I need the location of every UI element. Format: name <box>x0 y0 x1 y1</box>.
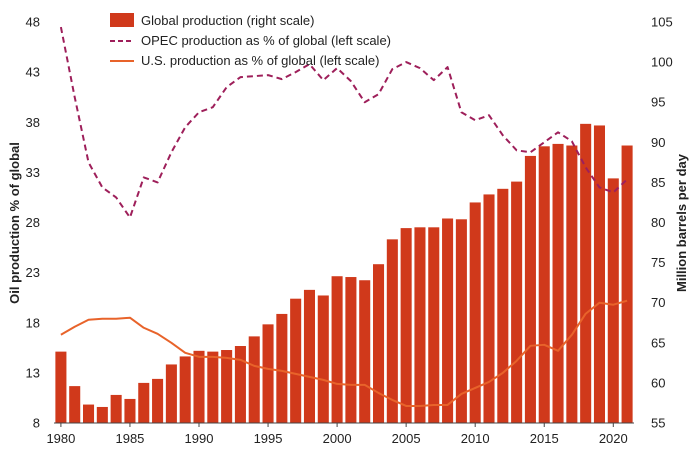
bar-1980 <box>55 351 67 423</box>
bar-2015 <box>538 146 550 423</box>
bar-2014 <box>524 155 536 423</box>
bar-1989 <box>179 356 191 423</box>
bar-2004 <box>386 239 398 423</box>
x-tick-label: 2020 <box>599 431 628 446</box>
bar-1992 <box>221 350 233 423</box>
bar-2000 <box>331 276 343 423</box>
right-tick-label: 75 <box>651 255 665 270</box>
left-axis-title: Oil production % of global <box>7 142 22 304</box>
legend: Global production (right scale) OPEC pro… <box>110 13 391 68</box>
bars-layer <box>55 123 633 424</box>
bar-1996 <box>276 313 288 423</box>
bar-2001 <box>345 277 357 423</box>
bar-2020 <box>607 178 619 423</box>
legend-item-us: U.S. production as % of global (left sca… <box>110 53 379 68</box>
left-tick-label: 43 <box>26 65 40 80</box>
bar-1984 <box>110 394 122 423</box>
bar-1997 <box>290 298 302 423</box>
right-axis-ticks: 55 60 65 70 75 80 85 90 95 100 105 <box>651 15 673 431</box>
bar-1999 <box>317 295 329 423</box>
legend-item-global-production: Global production (right scale) <box>110 13 314 28</box>
bar-1987 <box>152 378 164 423</box>
bar-2010 <box>469 202 481 423</box>
legend-swatch-bar <box>110 13 134 27</box>
left-tick-label: 48 <box>26 15 40 30</box>
right-tick-label: 100 <box>651 55 673 70</box>
x-tick-label: 2000 <box>323 431 352 446</box>
right-tick-label: 60 <box>651 375 665 390</box>
bar-1986 <box>138 382 150 423</box>
bar-2007 <box>428 227 440 423</box>
bar-2008 <box>442 218 454 423</box>
bar-1991 <box>207 351 219 423</box>
bar-1990 <box>193 350 205 423</box>
left-tick-label: 8 <box>33 416 40 431</box>
bar-1998 <box>303 289 315 423</box>
right-tick-label: 70 <box>651 295 665 310</box>
left-tick-label: 28 <box>26 215 40 230</box>
left-tick-label: 33 <box>26 165 40 180</box>
x-axis-ticks: 1980 1985 1990 1995 2000 2005 2010 2015 2020 <box>46 423 628 446</box>
right-axis-title: Million barrels per day <box>674 153 689 292</box>
bar-1983 <box>96 406 108 423</box>
bar-1994 <box>248 336 260 423</box>
bar-2018 <box>580 123 592 423</box>
lines-layer <box>59 26 628 407</box>
right-tick-label: 95 <box>651 95 665 110</box>
x-tick-label: 1995 <box>254 431 283 446</box>
right-tick-label: 85 <box>651 175 665 190</box>
legend-item-opec: OPEC production as % of global (left sca… <box>110 33 391 48</box>
x-tick-label: 1985 <box>115 431 144 446</box>
opec-share-line <box>59 26 628 219</box>
bar-2012 <box>497 188 509 423</box>
bar-2019 <box>593 125 605 424</box>
bar-1985 <box>124 398 136 423</box>
bar-2021 <box>621 145 633 423</box>
bar-1995 <box>262 324 274 423</box>
bar-1993 <box>234 346 246 423</box>
right-tick-label: 90 <box>651 135 665 150</box>
x-tick-label: 2010 <box>461 431 490 446</box>
bar-1988 <box>165 364 177 423</box>
right-tick-label: 80 <box>651 215 665 230</box>
bar-1981 <box>69 386 81 423</box>
left-axis-ticks: 8 13 18 23 28 33 38 43 48 <box>26 15 40 431</box>
left-tick-label: 23 <box>26 265 40 280</box>
left-tick-label: 38 <box>26 115 40 130</box>
left-tick-label: 13 <box>26 365 40 380</box>
x-tick-label: 2005 <box>392 431 421 446</box>
right-tick-label: 105 <box>651 15 673 30</box>
us-share-line <box>60 299 628 407</box>
legend-label-opec: OPEC production as % of global (left sca… <box>141 33 391 48</box>
bar-2003 <box>373 264 385 423</box>
right-tick-label: 55 <box>651 416 665 431</box>
x-tick-label: 2015 <box>530 431 559 446</box>
legend-label-global-production: Global production (right scale) <box>141 13 314 28</box>
bar-2013 <box>511 181 523 423</box>
bar-1982 <box>83 404 95 423</box>
bar-2002 <box>359 280 371 423</box>
bar-2005 <box>400 228 412 423</box>
bar-2006 <box>414 227 426 423</box>
x-tick-label: 1980 <box>46 431 75 446</box>
bar-2017 <box>566 145 578 423</box>
bar-2011 <box>483 194 495 423</box>
right-tick-label: 65 <box>651 335 665 350</box>
left-tick-label: 18 <box>26 315 40 330</box>
bar-2016 <box>552 143 564 423</box>
x-tick-label: 1990 <box>185 431 214 446</box>
bar-2009 <box>455 219 467 423</box>
legend-label-us: U.S. production as % of global (left sca… <box>141 53 379 68</box>
